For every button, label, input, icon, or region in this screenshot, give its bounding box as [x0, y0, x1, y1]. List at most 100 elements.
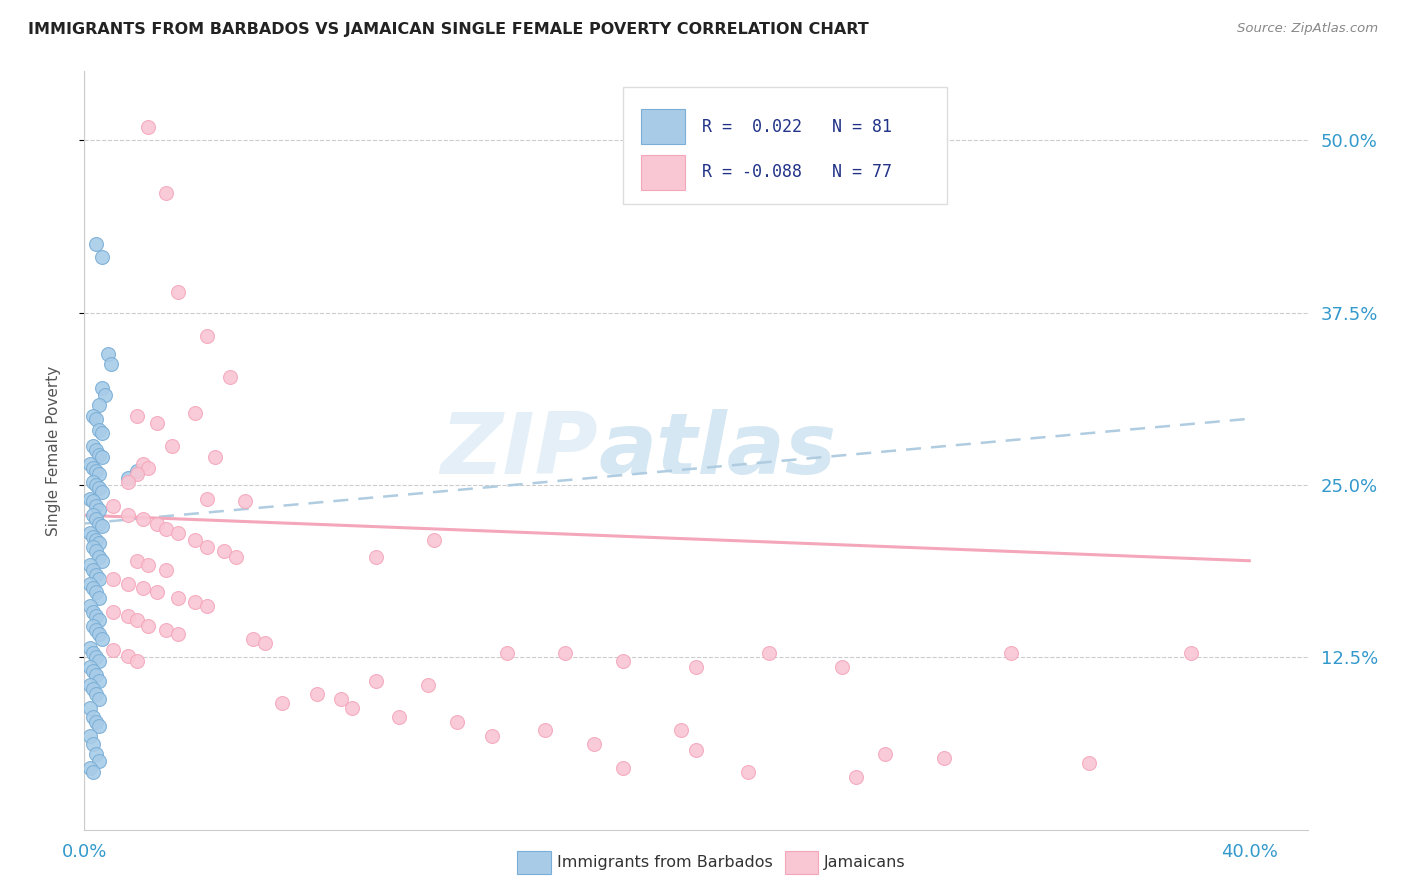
Point — [87, 516, 110, 531]
Point — [166, 285, 188, 299]
Point — [307, 688, 329, 702]
Text: Jamaicans: Jamaicans — [824, 855, 905, 870]
Text: IMMIGRANTS FROM BARBADOS VS JAMAICAN SINGLE FEMALE POVERTY CORRELATION CHART: IMMIGRANTS FROM BARBADOS VS JAMAICAN SIN… — [28, 22, 869, 37]
Point — [612, 654, 634, 668]
Text: ZIP: ZIP — [440, 409, 598, 492]
Point — [87, 591, 110, 605]
Point — [103, 605, 125, 619]
Text: Immigrants from Barbados: Immigrants from Barbados — [557, 855, 772, 870]
Point — [125, 554, 148, 568]
Point — [233, 494, 256, 508]
Point — [79, 599, 101, 614]
Point — [90, 450, 112, 465]
Point — [87, 467, 110, 481]
Point — [87, 549, 110, 564]
Point — [84, 623, 107, 637]
Point — [131, 457, 153, 471]
Point — [90, 632, 112, 647]
Point — [79, 760, 101, 774]
Point — [533, 723, 555, 738]
Point — [87, 627, 110, 641]
FancyBboxPatch shape — [623, 87, 946, 204]
Point — [87, 536, 110, 550]
Point — [87, 481, 110, 495]
Point — [82, 475, 104, 490]
Point — [195, 329, 218, 343]
Point — [84, 650, 107, 665]
Point — [416, 678, 439, 692]
Point — [125, 467, 148, 481]
Point — [82, 681, 104, 696]
Point — [82, 618, 104, 632]
Text: atlas: atlas — [598, 409, 837, 492]
Point — [495, 646, 517, 660]
FancyBboxPatch shape — [641, 155, 685, 190]
Point — [117, 475, 139, 490]
Point — [146, 516, 169, 531]
Point — [90, 519, 112, 533]
Point — [87, 572, 110, 586]
Point — [84, 714, 107, 729]
Point — [184, 406, 207, 420]
Point — [219, 370, 242, 384]
Point — [1078, 756, 1101, 771]
Point — [685, 660, 707, 674]
Point — [82, 409, 104, 423]
Point — [364, 549, 387, 564]
Point — [84, 585, 107, 599]
Point — [685, 742, 707, 756]
Point — [932, 751, 955, 765]
Point — [554, 646, 576, 660]
Point — [166, 591, 188, 605]
Point — [84, 499, 107, 513]
Point — [364, 673, 387, 688]
Point — [82, 709, 104, 723]
Point — [166, 627, 188, 641]
Point — [117, 608, 139, 623]
Point — [329, 691, 352, 706]
Point — [93, 388, 115, 402]
Point — [82, 646, 104, 660]
Point — [131, 582, 153, 596]
Point — [146, 416, 169, 430]
Point — [90, 484, 112, 499]
Point — [225, 549, 247, 564]
Point — [90, 425, 112, 440]
Point — [82, 737, 104, 751]
Point — [423, 533, 446, 547]
Point — [82, 508, 104, 523]
Point — [758, 646, 780, 660]
Point — [737, 764, 759, 779]
Point — [84, 236, 107, 251]
Point — [82, 582, 104, 596]
Point — [87, 673, 110, 688]
Point — [82, 605, 104, 619]
Text: R = -0.088   N = 77: R = -0.088 N = 77 — [702, 163, 891, 181]
Point — [87, 448, 110, 462]
Point — [79, 660, 101, 674]
Point — [84, 747, 107, 761]
Point — [82, 764, 104, 779]
Point — [103, 643, 125, 657]
Point — [84, 567, 107, 582]
Point — [87, 613, 110, 627]
Point — [242, 632, 264, 647]
FancyBboxPatch shape — [641, 110, 685, 145]
Point — [342, 701, 364, 715]
Point — [82, 563, 104, 577]
Point — [79, 729, 101, 743]
Point — [138, 461, 160, 475]
Point — [138, 558, 160, 572]
Point — [155, 186, 177, 200]
Point — [82, 439, 104, 453]
Point — [117, 508, 139, 523]
Point — [79, 457, 101, 471]
Point — [79, 577, 101, 591]
Point — [82, 530, 104, 544]
Point — [79, 491, 101, 506]
Point — [155, 623, 177, 637]
Point — [90, 251, 112, 265]
Text: Source: ZipAtlas.com: Source: ZipAtlas.com — [1237, 22, 1378, 36]
Point — [125, 409, 148, 423]
Point — [1180, 646, 1202, 660]
